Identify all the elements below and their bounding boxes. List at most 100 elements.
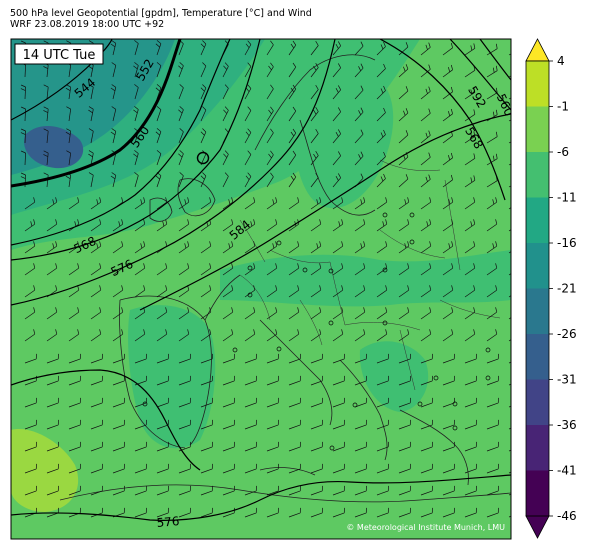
wind-barb <box>222 84 229 100</box>
wind-barb <box>398 219 410 232</box>
wind-barb <box>420 397 433 408</box>
wind-barb <box>68 419 81 430</box>
wind-barb <box>464 197 476 210</box>
scandinavia-cool <box>293 70 394 209</box>
wind-barb <box>288 106 297 122</box>
iberia-cool <box>128 305 216 449</box>
east-warm <box>395 67 511 230</box>
wind-barb <box>200 375 213 386</box>
coastline-6 <box>149 197 173 222</box>
wind-barb <box>200 84 207 100</box>
wind-barb <box>134 285 146 298</box>
city-marker <box>352 402 358 408</box>
wind-barb <box>134 441 147 452</box>
wind-barb <box>244 375 257 386</box>
wind-barb <box>90 241 102 254</box>
wind-barb <box>266 441 279 452</box>
colorbar-tick-label: -26 <box>557 327 577 341</box>
wind-barb <box>354 85 364 100</box>
wind-barb <box>288 84 297 100</box>
wind-barb <box>376 329 388 342</box>
wind-barb <box>288 485 301 496</box>
wind-barb <box>288 463 301 474</box>
wind-barb <box>244 197 256 210</box>
wind-barb <box>486 153 498 166</box>
wind-barb <box>332 375 345 386</box>
wind-barb <box>266 219 278 232</box>
coastline-7 <box>259 319 333 426</box>
contour-line-10 <box>11 474 511 521</box>
wind-barbs <box>20 40 511 518</box>
border-1 <box>269 249 331 264</box>
wind-barb <box>442 375 455 386</box>
wind-barb <box>420 441 433 452</box>
wind-barb <box>178 84 184 100</box>
wind-barb <box>46 241 58 254</box>
wind-barb <box>178 241 190 254</box>
wind-barb <box>24 307 36 320</box>
city-marker <box>142 401 148 407</box>
city-marker <box>247 292 253 298</box>
wind-barb <box>486 329 498 342</box>
wind-barb <box>266 375 279 386</box>
wind-barb <box>354 485 367 496</box>
wind-barb <box>266 197 278 210</box>
wind-barb <box>310 263 322 276</box>
wind-barb <box>112 419 125 430</box>
wind-barb <box>376 463 389 474</box>
colorbar-extend-bottom <box>525 515 550 539</box>
wind-barb <box>486 507 499 518</box>
wind-barb <box>112 219 124 232</box>
wind-barb <box>134 84 139 100</box>
wind-barb <box>310 41 319 56</box>
wind-barb <box>288 507 301 518</box>
wind-barb <box>90 353 103 364</box>
wind-barb <box>200 463 213 474</box>
wind-barb <box>65 128 72 144</box>
wind-barb <box>134 419 147 430</box>
wind-barb <box>24 241 36 254</box>
coastline-10 <box>59 484 511 503</box>
wind-barb <box>464 131 476 144</box>
wind-barb <box>46 441 59 452</box>
colorbar-segment <box>526 425 549 471</box>
wind-barb <box>486 441 499 452</box>
wind-barb <box>442 353 455 364</box>
wind-barb <box>200 172 207 188</box>
wind-barb <box>486 285 498 298</box>
wind-barb <box>332 507 345 518</box>
wind-barb <box>222 263 234 276</box>
wind-barb <box>88 84 94 100</box>
wind-barb <box>244 307 256 320</box>
wind-barb <box>20 84 26 100</box>
wind-barb <box>200 419 213 430</box>
wind-barb <box>155 128 162 144</box>
wind-barb <box>24 285 36 298</box>
geopotential-contours <box>11 39 511 521</box>
wind-barb <box>486 263 498 276</box>
wind-barb <box>420 353 433 364</box>
wind-barb <box>464 175 476 188</box>
wind-barb <box>332 85 342 100</box>
wind-barb <box>376 63 386 78</box>
wind-barb <box>310 285 322 298</box>
wind-barb <box>90 375 103 386</box>
wind-barb <box>244 441 257 452</box>
wind-barb <box>110 128 117 144</box>
wind-barb <box>398 485 411 496</box>
city-marker <box>328 320 334 326</box>
wind-barb <box>420 86 431 100</box>
wind-barb <box>134 353 147 364</box>
wind-barb <box>134 263 146 276</box>
colorbar-tick-label: 4 <box>557 54 565 68</box>
wind-barb <box>222 150 229 166</box>
wind-barb <box>68 307 80 320</box>
colorbar-tick-label: -41 <box>557 464 577 478</box>
balkan-cool <box>359 341 429 412</box>
wind-barb <box>420 64 431 78</box>
wind-barb <box>420 507 433 518</box>
contour-line-6 <box>379 39 506 201</box>
wind-barb <box>178 263 190 276</box>
wind-barb <box>398 375 411 386</box>
wind-barb <box>43 106 49 122</box>
